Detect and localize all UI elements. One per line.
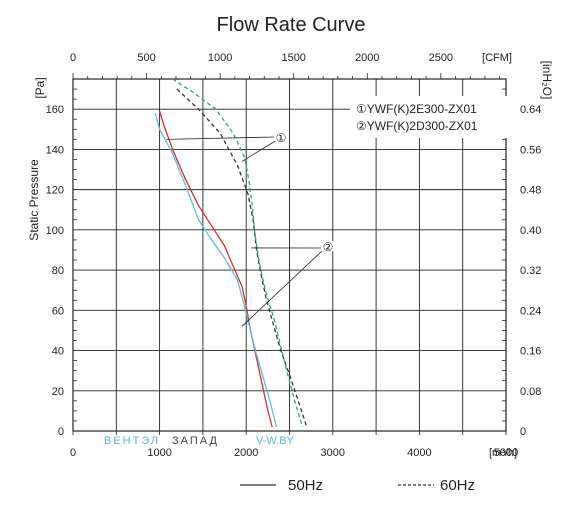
watermark-part-1: ВЕНТЭЛ xyxy=(104,435,160,447)
callout-2-leader-b xyxy=(241,250,323,327)
x-tick-label: 0 xyxy=(70,447,76,459)
x-unit-bottom: [m³/h] xyxy=(489,447,517,459)
x-tick-label: 3000 xyxy=(321,447,345,459)
y-tick-label: 80 xyxy=(52,265,64,277)
legend-box: ①YWF(K)2E300-ZX01 ②YWF(K)2D300-ZX01 xyxy=(350,96,518,138)
x-top-tick-label: 1500 xyxy=(281,52,305,64)
x-tick-label: 4000 xyxy=(407,447,431,459)
callout-2-bg xyxy=(321,239,335,253)
y-right-tick-label: 0.40 xyxy=(520,225,541,237)
x-top-tick-label: 2500 xyxy=(429,52,453,64)
x-tick-label: 5000 xyxy=(494,447,518,459)
series-layer xyxy=(154,78,308,428)
x-top-tick-label: 0 xyxy=(70,52,76,64)
callout-1-leader-a xyxy=(166,136,276,140)
y-right-tick-label: 0.16 xyxy=(520,346,541,358)
series-line-60hz-model-1 xyxy=(176,88,308,428)
y-tick-label: 160 xyxy=(46,104,64,116)
x-top-tick-label: [CFM] xyxy=(482,52,512,64)
callout-2-label: ② xyxy=(323,240,334,254)
y-right-tick-label: 0.64 xyxy=(520,104,541,116)
y-tick-label: 140 xyxy=(46,144,64,156)
legend-background xyxy=(350,96,518,138)
legend-item-1: ①YWF(K)2E300-ZX01 xyxy=(356,102,477,116)
y-tick-label: 0 xyxy=(58,426,64,438)
footer-legend-60hz: 60Hz xyxy=(440,477,475,494)
y-right-tick-label: 0.56 xyxy=(520,144,541,156)
y-unit-right: [inH₂O] xyxy=(540,61,554,100)
callout-1-bg xyxy=(274,130,288,144)
watermark-part-3: V-W.BY xyxy=(256,435,295,447)
series-line-50hz-model-1 xyxy=(158,111,273,428)
y-tick-label: 120 xyxy=(46,185,64,197)
y-right-tick-label: 0 xyxy=(520,426,526,438)
legend-item-2: ②YWF(K)2D300-ZX01 xyxy=(356,119,478,133)
y-tick-label: 60 xyxy=(52,305,64,317)
callout-1-label: ① xyxy=(276,131,287,145)
watermark-part-2: ЗАПАД xyxy=(172,435,219,447)
annotation-layer: ①② xyxy=(166,130,335,327)
y-right-tick-label: 0.24 xyxy=(520,305,541,317)
y-right-tick-label: 0.48 xyxy=(520,185,541,197)
x-top-tick-label: 2000 xyxy=(355,52,379,64)
y-tick-label: 20 xyxy=(52,386,64,398)
x-tick-label: 1000 xyxy=(147,447,171,459)
y-right-tick-label: 0.08 xyxy=(520,386,541,398)
chart-title: Flow Rate Curve xyxy=(217,14,366,36)
footer-legend-50hz: 50Hz xyxy=(288,477,323,494)
y-tick-label: 40 xyxy=(52,346,64,358)
watermark: ВЕНТЭЛ ЗАПАД V-W.BY xyxy=(104,435,295,447)
footer-legend: 50Hz 60Hz xyxy=(240,477,475,494)
y-axis-label: Static Pressure xyxy=(27,159,41,241)
series-line-50hz-model-2 xyxy=(154,113,278,428)
x-top-tick-label: 500 xyxy=(137,52,155,64)
y-tick-label: 100 xyxy=(46,225,64,237)
y-unit-left: [Pa] xyxy=(33,77,47,98)
y-right-tick-label: 0.32 xyxy=(520,265,541,277)
x-top-tick-label: 1000 xyxy=(208,52,232,64)
callout-1-leader-b xyxy=(241,139,278,162)
x-tick-label: 2000 xyxy=(234,447,258,459)
